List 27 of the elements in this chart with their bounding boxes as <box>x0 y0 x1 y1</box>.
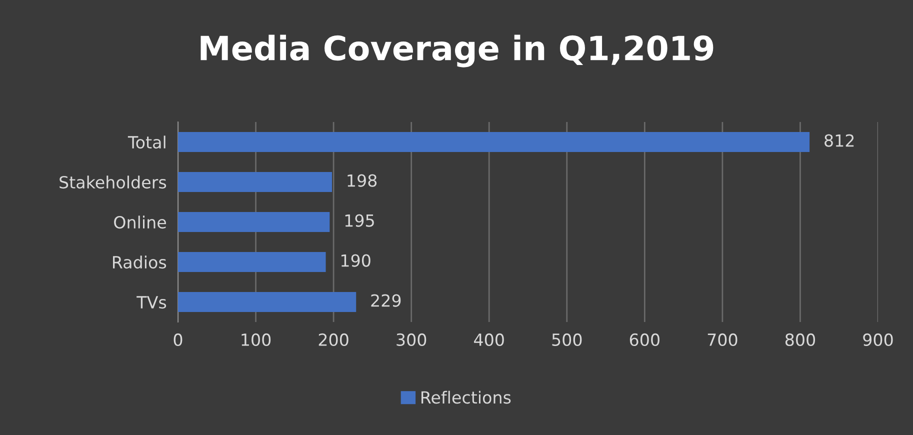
y-tick-label: Radios <box>113 256 166 269</box>
x-tick-label: 400 <box>474 333 504 346</box>
bar <box>178 172 332 192</box>
data-label: 229 <box>371 294 401 307</box>
data-label: 812 <box>824 134 854 147</box>
x-tick-label: 600 <box>630 333 660 346</box>
x-tick-label: 100 <box>242 333 271 346</box>
x-tick-label: 0 <box>174 333 182 346</box>
x-tick-label: 200 <box>318 333 348 346</box>
y-tick-label: TVs <box>136 296 166 309</box>
bar <box>178 292 356 312</box>
data-label: 198 <box>348 174 377 187</box>
y-tick-label: Total <box>128 136 166 149</box>
data-label: 195 <box>345 214 374 227</box>
x-tick-label: 900 <box>863 333 893 346</box>
y-tick-label: Online <box>114 216 166 229</box>
bar <box>178 212 330 232</box>
x-tick-label: 800 <box>785 333 816 346</box>
chart-title: Media Coverage in Q1,2019 <box>200 34 714 68</box>
bar <box>178 132 810 152</box>
legend-label: Reflections <box>421 390 511 404</box>
x-tick-label: 300 <box>396 333 426 346</box>
y-tick-label: Stakeholders <box>60 176 166 189</box>
data-label: 190 <box>341 254 370 267</box>
bar <box>178 252 326 272</box>
x-tick-label: 700 <box>708 333 738 346</box>
x-tick-label: 500 <box>552 333 582 346</box>
